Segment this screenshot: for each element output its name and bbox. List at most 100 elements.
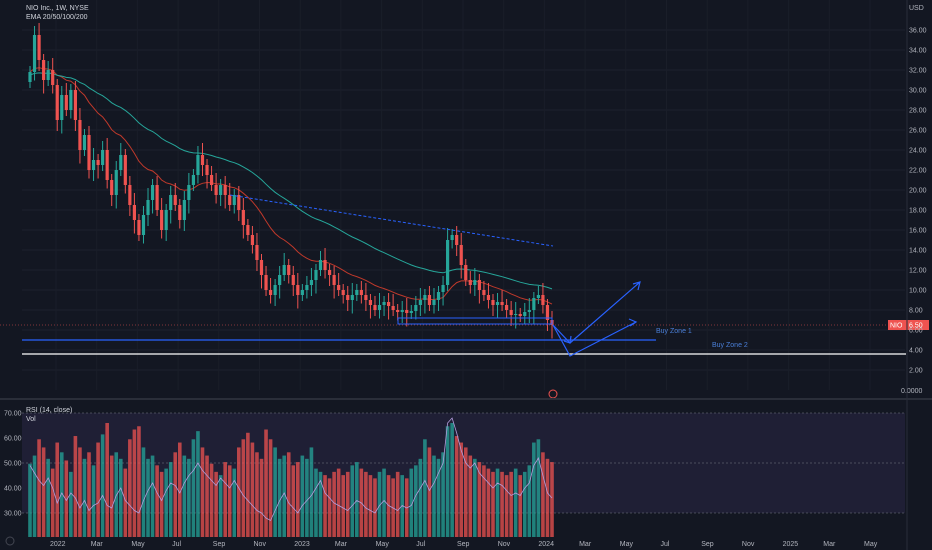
candle-body-26 — [146, 200, 150, 215]
buy-zone-2-label: Buy Zone 2 — [712, 342, 748, 349]
candle-body-31 — [169, 195, 173, 210]
volume-bar-56 — [282, 455, 286, 537]
volume-bar-106 — [509, 471, 513, 537]
volume-bar-22 — [128, 439, 132, 537]
volume-bar-29 — [159, 471, 164, 537]
candle-body-24 — [137, 220, 141, 235]
volume-bar-6 — [55, 442, 60, 537]
candle-body-95 — [459, 245, 463, 265]
rsi-tick-label: 70.00 — [4, 411, 22, 418]
volume-bar-47 — [241, 439, 246, 537]
candle-body-74 — [364, 295, 368, 300]
time-tick-label: Mar — [91, 541, 104, 548]
candle-body-18 — [110, 180, 114, 195]
time-tick-label: Mar — [579, 541, 592, 548]
volume-bar-63 — [314, 468, 318, 537]
candle-body-108 — [518, 314, 522, 316]
time-tick-label: Jul — [416, 541, 425, 548]
volume-bar-5 — [50, 468, 55, 537]
volume-bar-67 — [332, 471, 336, 537]
volume-bar-89 — [432, 455, 436, 537]
candle-body-112 — [536, 295, 540, 298]
volume-bar-15 — [96, 442, 100, 537]
candle-body-78 — [382, 302, 386, 305]
time-tick-label: 2024 — [538, 541, 554, 548]
volume-bar-13 — [87, 452, 91, 537]
price-tick-label: 14.00 — [909, 248, 927, 255]
candle-body-90 — [436, 292, 441, 300]
volume-bar-37 — [196, 431, 200, 537]
annotations: Buy Zone 1 Buy Zone 2 NIO 6.50 — [0, 194, 929, 399]
symbol-tag-bg — [888, 320, 907, 330]
volume-bar-104 — [500, 471, 504, 537]
symbol-title: NIO Inc., 1W, NYSE — [26, 5, 89, 12]
volume-bar-59 — [296, 462, 300, 537]
candle-body-34 — [182, 200, 186, 220]
volume-bar-3 — [41, 447, 46, 537]
time-tick-label: Mar — [823, 541, 836, 548]
volume-bar-1 — [32, 455, 37, 537]
volume-bar-18 — [109, 455, 114, 537]
volume-bar-55 — [277, 458, 282, 537]
candle-body-86 — [418, 300, 422, 305]
candle-body-21 — [123, 155, 127, 185]
volume-bar-101 — [486, 468, 491, 537]
candle-body-28 — [155, 185, 159, 210]
price-tick-label: 2.00 — [909, 368, 923, 375]
rsi-tick-label: 30.00 — [4, 511, 22, 518]
candle-body-48 — [246, 225, 250, 235]
support-box — [397, 317, 553, 325]
volume-bar-14 — [91, 465, 96, 537]
candle-body-58 — [291, 275, 295, 285]
candle-body-61 — [305, 285, 309, 290]
price-tick-label: 32.00 — [909, 68, 927, 75]
candle-body-49 — [250, 235, 255, 245]
candle-body-50 — [255, 245, 259, 260]
candle-body-84 — [409, 311, 413, 313]
price-tick-label: 34.00 — [909, 48, 927, 55]
time-tick-label: May — [864, 541, 878, 548]
ema-20-line — [29, 67, 553, 305]
volume-bar-41 — [214, 471, 218, 537]
projection-arrowhead-lower — [628, 318, 638, 327]
candle-body-66 — [327, 270, 332, 275]
candle-body-55 — [278, 275, 282, 285]
candle-body-10 — [73, 90, 77, 120]
volume-bar-95 — [459, 442, 464, 537]
candle-body-4 — [46, 70, 50, 80]
volume-bar-68 — [336, 468, 341, 537]
candle-body-52 — [264, 275, 268, 290]
volume-bar-64 — [318, 471, 323, 537]
volume-bar-110 — [527, 465, 532, 537]
candle-body-101 — [486, 295, 491, 300]
price-tick-label: 16.00 — [909, 228, 927, 235]
volume-bar-28 — [155, 465, 159, 537]
candle-body-71 — [350, 295, 354, 300]
candle-body-93 — [450, 235, 454, 240]
volume-bar-51 — [259, 458, 264, 537]
candle-body-51 — [259, 260, 264, 275]
candle-body-25 — [141, 215, 146, 235]
candle-body-13 — [87, 135, 91, 170]
rsi-panel: 30.00 40.00 50.00 60.00 70.00 — [4, 411, 905, 537]
price-axis: 2.00 4.00 6.00 8.00 10.00 12.00 14.00 16.00 18.0… — [901, 5, 927, 395]
price-tick-label: 10.00 — [909, 288, 927, 295]
candle-body-41 — [214, 185, 218, 195]
symbol-tag: NIO — [890, 323, 903, 330]
volume-bar-10 — [73, 436, 78, 537]
candle-body-2 — [37, 35, 41, 60]
candle-body-32 — [173, 195, 177, 205]
volume-bar-12 — [82, 458, 87, 537]
candle-body-114 — [545, 305, 550, 320]
volume-bar-30 — [164, 468, 168, 537]
volume-bar-75 — [368, 475, 373, 537]
volume-bar-42 — [218, 475, 223, 537]
volume-bar-78 — [382, 468, 386, 537]
candle-body-70 — [346, 295, 350, 300]
volume-bar-11 — [78, 447, 82, 537]
price-tick-label: 20.00 — [909, 188, 927, 195]
candle-body-69 — [341, 290, 345, 295]
candle-body-65 — [323, 260, 327, 270]
candle-body-92 — [446, 240, 450, 285]
